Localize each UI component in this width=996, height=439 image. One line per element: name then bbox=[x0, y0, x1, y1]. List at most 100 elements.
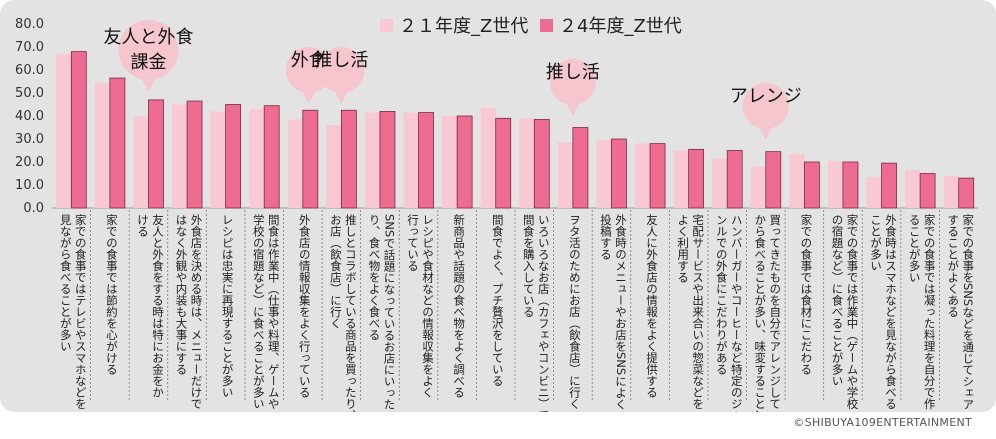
bar-series-1 bbox=[210, 111, 226, 208]
category-label: 見ながら食べることが多い bbox=[59, 214, 73, 352]
category-label: ンルでの外食にこだわりがある bbox=[715, 214, 729, 375]
category-label: 外食時のメニューやお店をSNSによく bbox=[614, 214, 628, 410]
bar-series-2 bbox=[572, 127, 589, 209]
category-label: レシピは忠実に再現することが多い bbox=[221, 214, 235, 398]
category-label: 外食店を決める時は、メニューだけで bbox=[190, 214, 204, 410]
category-label: 間食でよく、プチ贅沢をしている bbox=[491, 214, 505, 387]
category-label: ける bbox=[136, 214, 150, 237]
bar-series-1 bbox=[326, 125, 342, 208]
y-tick-label: 40.0 bbox=[15, 109, 44, 124]
bar-series-2 bbox=[456, 115, 473, 209]
y-tick-label: 50.0 bbox=[15, 86, 44, 101]
copyright-text: ©SHIBUYA109ENTERTAINMENT bbox=[793, 416, 972, 429]
y-tick-label: 70.0 bbox=[15, 40, 44, 55]
bar-series-2 bbox=[611, 138, 627, 209]
bar-series-2 bbox=[803, 161, 820, 209]
category-label: り、食べ物をよく食べる bbox=[367, 214, 381, 341]
category-label: 外食店の情報収集をよく行っている bbox=[298, 214, 312, 398]
y-tick-label: 20.0 bbox=[15, 155, 44, 170]
category-label: 家での食事では食材にこだわる bbox=[799, 213, 813, 375]
y-tick-label: 60.0 bbox=[15, 63, 44, 78]
bar-series-1 bbox=[519, 118, 535, 208]
bar-series-1 bbox=[673, 150, 689, 208]
category-label: することがよくある bbox=[946, 214, 960, 318]
category-label: の宿題など）に食べることが多い bbox=[830, 214, 844, 387]
bar-series-2 bbox=[649, 143, 666, 209]
bar-series-2 bbox=[70, 51, 87, 209]
bar-series-2 bbox=[186, 100, 203, 209]
annotation-bubble bbox=[318, 47, 365, 93]
y-tick-label: 30.0 bbox=[15, 132, 44, 147]
category-label: 家での食事では作業中（ゲームや学校 bbox=[845, 213, 859, 410]
bar-series-1 bbox=[249, 109, 265, 208]
bar-series-2 bbox=[726, 150, 743, 209]
annotation-bubble bbox=[285, 47, 332, 93]
category-label: 家での食事ではテレビやスマホなどを bbox=[74, 213, 88, 409]
bar-series-2 bbox=[302, 109, 319, 209]
annotation-label: 友人と外食 bbox=[103, 27, 193, 48]
legend-swatch bbox=[540, 19, 553, 32]
category-label: 家での食事をSNSなどを通じてシェア bbox=[961, 213, 975, 410]
bar-series-2 bbox=[148, 99, 164, 209]
bar-series-1 bbox=[133, 116, 149, 208]
bar-series-1 bbox=[596, 140, 612, 208]
annotation-label: 課金 bbox=[130, 52, 166, 73]
category-label: お店（飲食店）に行く bbox=[329, 214, 343, 329]
annotation-label: アレンジ bbox=[730, 86, 802, 107]
y-tick-label: 10.0 bbox=[15, 178, 44, 193]
category-label: はなく外観や内装も大事にする bbox=[175, 214, 189, 375]
category-label: 投稿する bbox=[599, 213, 613, 260]
bar-series-1 bbox=[905, 170, 921, 208]
annotation-label: 推し活 bbox=[314, 50, 368, 71]
bar-series-1 bbox=[789, 153, 805, 208]
category-label: よく利用する bbox=[676, 214, 690, 283]
bar-series-2 bbox=[533, 119, 550, 209]
annotation-bubble bbox=[549, 59, 596, 105]
category-label: ることが多い bbox=[908, 214, 922, 283]
bar-series-2 bbox=[919, 173, 936, 209]
bar-series-2 bbox=[109, 77, 126, 209]
bar-series-2 bbox=[225, 104, 242, 209]
category-label: 友人に外食店の情報をよく提供する bbox=[645, 213, 659, 398]
bar-series-2 bbox=[881, 162, 897, 209]
bar-series-2 bbox=[340, 109, 357, 209]
category-label: 行っている bbox=[406, 214, 420, 272]
annotation-bubble bbox=[742, 83, 789, 129]
bar-series-1 bbox=[712, 158, 728, 208]
bar-series-2 bbox=[263, 105, 280, 209]
legend-swatch bbox=[380, 19, 393, 32]
category-label: SNSで話題になっているお店にいった bbox=[382, 214, 396, 410]
y-tick-label: 0.0 bbox=[23, 201, 44, 216]
bar-chart: 0.0 10.0 20.0 30.0 40.0 50.0 60.0 70.0 80.0 家での食事… bbox=[15, 16, 978, 412]
bar-series-1 bbox=[635, 143, 651, 208]
annotation-pointer bbox=[565, 102, 580, 116]
bar-series-1 bbox=[94, 82, 110, 208]
category-label: レシピや食材などの情報収集をよく bbox=[421, 214, 435, 398]
annotation-bubble bbox=[118, 20, 179, 80]
category-label: 外食時はスマホなどを見ながら食べる bbox=[884, 214, 898, 410]
bar-series-2 bbox=[418, 112, 434, 209]
category-label: ヲタ活のためにお店（飲食店）に行く bbox=[568, 214, 582, 410]
annotation-pointer bbox=[334, 90, 349, 104]
bar-series-2 bbox=[688, 148, 705, 209]
bar-series-1 bbox=[172, 104, 188, 208]
bar-series-1 bbox=[866, 176, 882, 208]
category-label: 新商品や話題の食べ物をよく調べる bbox=[452, 213, 466, 398]
category-label: 家での食事では凝った料理を自分で作 bbox=[923, 213, 937, 409]
category-label: 友人と外食をする時は特にお金をか bbox=[151, 213, 165, 398]
category-label: 宅配サービスや出来合いの惣菜などを bbox=[691, 213, 705, 409]
category-label: から食べることが多い、味変すること… bbox=[753, 214, 767, 412]
bar-series-2 bbox=[842, 161, 859, 209]
bar-series-1 bbox=[480, 107, 496, 208]
annotation-pointer bbox=[758, 126, 773, 140]
category-label: 推しとコラボしている商品を買ったり、 bbox=[344, 213, 358, 412]
bar-series-1 bbox=[403, 112, 419, 208]
category-label: ことが多い bbox=[869, 214, 883, 272]
bar-series-1 bbox=[943, 175, 959, 208]
legend-label: ２１年度_Z世代 bbox=[399, 16, 528, 37]
category-label: 間食は作業中（仕事や料理、ゲームや bbox=[267, 214, 281, 410]
legend-label: ２4年度_Z世代 bbox=[559, 16, 682, 37]
annotation-pointer bbox=[140, 76, 157, 92]
annotation-label: 外食 bbox=[291, 50, 327, 71]
